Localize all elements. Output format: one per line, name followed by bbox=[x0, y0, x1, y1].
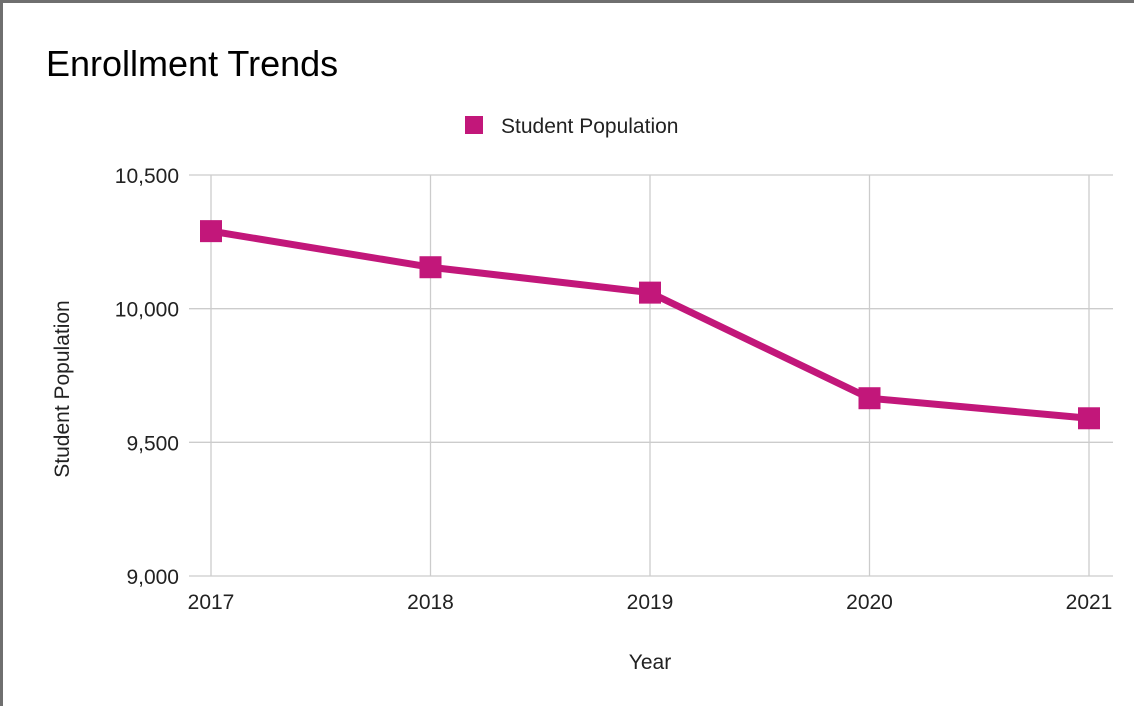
y-tick-label: 10,500 bbox=[115, 165, 179, 188]
y-tick-label: 9,000 bbox=[126, 566, 179, 589]
data-point-marker bbox=[200, 220, 222, 243]
axis-layer: 9,000 9,500 10,000 10,500 2017 2018 2019 2020 20… bbox=[51, 165, 1112, 674]
x-tick-label: 2020 bbox=[846, 591, 893, 614]
legend: Student Population bbox=[465, 115, 678, 138]
chart-title: Enrollment Trends bbox=[46, 43, 339, 84]
legend-swatch bbox=[465, 116, 483, 134]
x-tick-label: 2021 bbox=[1066, 591, 1113, 614]
grid-layer bbox=[189, 174, 1113, 577]
legend-label: Student Population bbox=[501, 115, 678, 138]
data-point-marker bbox=[858, 387, 881, 410]
series-layer bbox=[200, 220, 1100, 430]
data-point-marker bbox=[639, 281, 661, 304]
data-point-marker bbox=[419, 256, 442, 279]
y-tick-label: 10,000 bbox=[115, 299, 179, 322]
data-point-marker bbox=[1078, 407, 1100, 430]
x-axis-label: Year bbox=[629, 651, 671, 674]
y-axis-label: Student Population bbox=[51, 300, 74, 477]
y-tick-label: 9,500 bbox=[126, 432, 179, 455]
x-tick-label: 2017 bbox=[188, 591, 235, 614]
x-tick-label: 2019 bbox=[627, 591, 674, 614]
line-chart: 9,000 9,500 10,000 10,500 2017 2018 2019 2020 20… bbox=[51, 115, 1113, 674]
x-tick-label: 2018 bbox=[407, 591, 454, 614]
